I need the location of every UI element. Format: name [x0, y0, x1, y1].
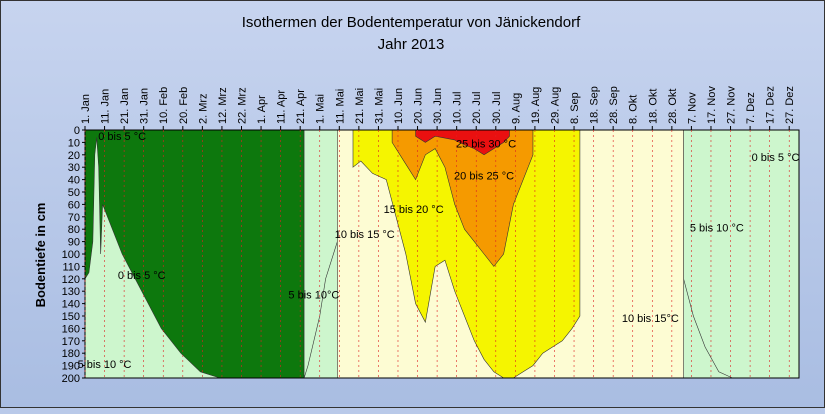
- y-tick-label-6: 60: [68, 199, 80, 211]
- x-tick-label-2: 21. Jan: [119, 88, 131, 124]
- y-tick-label-4: 40: [68, 175, 80, 187]
- annotation-9: 5 bis 10 °C: [690, 223, 744, 235]
- x-tick-label-30: 28. Okt: [667, 89, 679, 124]
- x-tick-label-7: 12. Mrz: [217, 87, 229, 124]
- y-tick-label-0: 0: [74, 125, 80, 137]
- x-tick-label-15: 31. Mai: [373, 88, 385, 124]
- x-tick-label-36: 27. Dez: [784, 86, 796, 124]
- x-tick-label-20: 20. Jul: [471, 92, 483, 124]
- x-tick-label-12: 1. Mai: [315, 94, 327, 124]
- y-tick-label-12: 120: [62, 274, 80, 286]
- y-tick-label-18: 180: [62, 348, 80, 360]
- x-tick-label-23: 19. Aug: [530, 87, 542, 124]
- y-tick-label-9: 90: [68, 237, 80, 249]
- x-tick-label-11: 21. Apr: [295, 89, 307, 124]
- y-tick-label-7: 70: [68, 212, 80, 224]
- x-tick-label-9: 1. Apr: [256, 95, 268, 124]
- annotation-10: 0 bis 5 °C: [752, 152, 800, 164]
- x-tick-label-1: 11. Jan: [100, 89, 112, 124]
- annotation-3: 5 bis 10°C: [288, 290, 339, 302]
- x-tick-label-14: 21. Mai: [354, 88, 366, 124]
- x-tick-label-16: 10. Jun: [393, 88, 405, 124]
- x-tick-label-24: 29. Aug: [549, 87, 561, 124]
- y-axis-ticks: 0102030405060708090100110120130140150160…: [62, 125, 85, 385]
- x-tick-label-6: 2. Mrz: [197, 93, 209, 124]
- x-tick-label-17: 20. Jun: [413, 88, 425, 124]
- y-tick-label-15: 150: [62, 311, 80, 323]
- y-tick-label-13: 130: [62, 286, 80, 298]
- y-tick-label-20: 200: [62, 373, 80, 385]
- annotation-2: 5 bis 10 °C: [78, 359, 132, 371]
- x-tick-label-8: 22. Mrz: [236, 87, 248, 124]
- x-tick-label-25: 8. Sep: [569, 92, 581, 124]
- x-tick-label-29: 18. Okt: [647, 89, 659, 124]
- annotation-7: 25 bis 30 °C: [456, 138, 516, 150]
- x-tick-label-34: 7. Dez: [745, 92, 757, 124]
- y-tick-label-14: 140: [62, 299, 80, 311]
- y-tick-label-2: 20: [68, 150, 80, 162]
- x-tick-label-19: 10. Jul: [452, 92, 464, 124]
- annotation-5: 15 bis 20 °C: [384, 204, 444, 216]
- y-tick-label-17: 170: [62, 336, 80, 348]
- annotation-1: 0 bis 5 °C: [118, 270, 166, 282]
- x-tick-label-21: 30. Jul: [491, 92, 503, 124]
- annotation-6: 20 bis 25 °C: [454, 171, 514, 183]
- annotation-4: 10 bis 15 °C: [335, 229, 395, 241]
- x-tick-label-18: 30. Jun: [432, 88, 444, 124]
- x-tick-label-35: 17. Dez: [765, 86, 777, 124]
- x-tick-label-3: 31. Jan: [139, 88, 151, 124]
- y-tick-label-1: 10: [68, 137, 80, 149]
- x-tick-label-0: 1. Jan: [80, 94, 92, 124]
- chart-title: Isothermen der Bodentemperatur von Jänic…: [242, 14, 581, 31]
- x-tick-label-33: 27. Nov: [726, 86, 738, 124]
- y-tick-label-8: 80: [68, 224, 80, 236]
- x-tick-label-28: 8. Okt: [628, 95, 640, 124]
- annotation-8: 10 bis 15°C: [622, 313, 679, 325]
- plot-area: [84, 129, 800, 379]
- y-axis-label: Bodentiefe in cm: [33, 203, 48, 308]
- x-tick-label-5: 20. Feb: [178, 87, 190, 124]
- y-tick-label-10: 100: [62, 249, 80, 261]
- y-tick-label-11: 110: [62, 261, 80, 273]
- x-tick-label-22: 9. Aug: [510, 93, 522, 124]
- y-tick-label-19: 190: [62, 361, 80, 373]
- annotations: 0 bis 5 °C 0 bis 5 °C 5 bis 10 °C 5 bis 10°…: [78, 131, 800, 371]
- chart-subtitle: Jahr 2013: [378, 36, 445, 53]
- x-tick-label-10: 11. Apr: [276, 90, 288, 124]
- x-tick-label-27: 28. Sep: [608, 86, 620, 124]
- x-tick-label-4: 10. Feb: [158, 87, 170, 124]
- x-axis-ticks: 1. Jan 11. Jan 21. Jan 31. Jan 10. Feb 20. Fe…: [80, 86, 796, 378]
- annotation-0: 0 bis 5 °C: [98, 131, 146, 143]
- y-tick-label-3: 30: [68, 162, 80, 174]
- x-tick-label-13: 11. Mai: [334, 89, 346, 124]
- y-tick-label-5: 50: [68, 187, 80, 199]
- y-tick-label-16: 160: [62, 323, 80, 335]
- x-tick-label-26: 18. Sep: [589, 86, 601, 124]
- x-tick-label-31: 7. Nov: [686, 92, 698, 124]
- x-tick-label-32: 17. Nov: [706, 86, 718, 124]
